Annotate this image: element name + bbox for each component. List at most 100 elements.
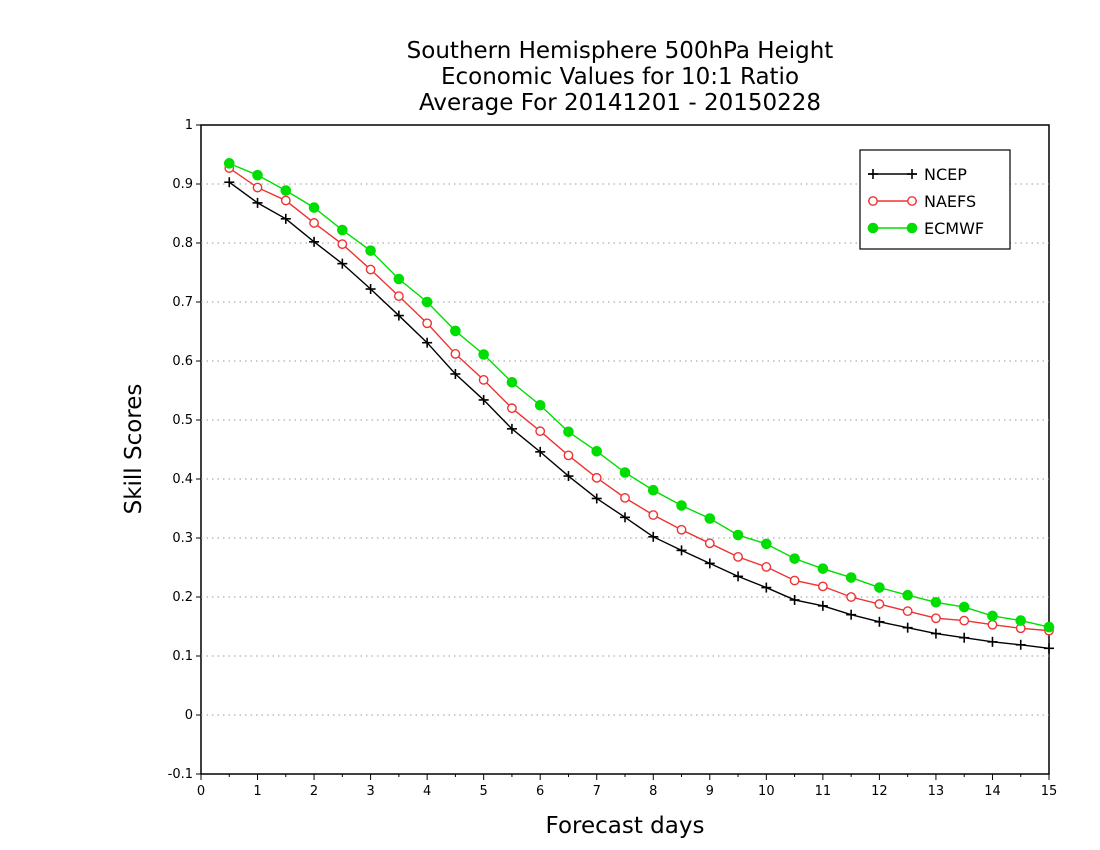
data-point-ncep [450,368,461,379]
legend-item-ncep: NCEP [868,165,967,184]
data-point-ecmwf [478,349,489,360]
data-point-ecmwf [874,582,885,593]
x-tick-label: 1 [253,784,261,799]
x-tick-label: 12 [871,784,888,799]
y-tick-label: 0.7 [172,295,193,310]
chart-title-line-1: Southern Hemisphere 500hPa Height [406,38,834,64]
x-tick-label: 3 [366,784,374,799]
data-point-ecmwf [393,273,405,285]
data-point-ecmwf [223,158,235,169]
legend-marker-naefs [907,196,917,206]
data-point-naefs [676,524,687,535]
y-tick-label: 0.1 [172,649,193,664]
series-layer [223,158,1055,654]
series-ncep [224,177,1054,654]
data-point-naefs [648,510,659,520]
y-tick-label: -0.1 [168,767,193,782]
legend-item-ecmwf: ECMWF [867,219,984,238]
data-point-ecmwf [647,484,659,496]
data-point-ncep [337,258,348,269]
data-point-ecmwf [930,597,942,608]
data-point-ecmwf [365,245,376,256]
y-tick-label: 0 [185,708,193,723]
legend-marker-ecmwf [867,222,879,234]
y-tick-label: 0.8 [172,236,193,251]
data-point-ncep [478,394,489,405]
legend-label-ncep: NCEP [924,165,967,184]
x-tick-label: 11 [815,784,832,799]
data-point-ncep [789,594,800,605]
data-point-ncep [252,197,263,208]
data-point-ncep [817,600,828,611]
data-point-ncep [591,493,602,504]
data-point-naefs [280,195,291,206]
data-point-naefs [422,318,433,329]
data-point-ncep [676,545,687,556]
x-tick-label: 7 [593,784,601,799]
data-point-ncep [365,284,376,295]
legend-label-ecmwf: ECMWF [924,219,984,238]
data-point-ecmwf [450,325,461,337]
data-point-ncep [761,582,772,593]
data-point-ncep [704,558,715,569]
series-ecmwf [223,158,1055,633]
data-point-ecmwf [1015,615,1027,626]
y-tick-label: 0.2 [172,590,193,605]
data-point-ecmwf [619,467,631,478]
data-point-ecmwf [534,399,546,411]
x-tick-label: 8 [649,784,657,799]
data-point-ncep [393,310,404,321]
y-tick-label: 0.9 [172,177,193,192]
data-point-naefs [450,349,461,359]
data-point-ecmwf [308,202,320,213]
data-point-ncep [506,423,517,434]
y-tick-label: 1 [185,118,193,133]
data-point-naefs [337,239,348,250]
data-point-ncep [620,512,630,523]
data-point-naefs [817,581,828,592]
data-point-naefs [309,218,319,228]
data-point-naefs [959,615,970,626]
legend-marker-ncep [907,169,917,179]
series-line-ncep [228,181,1050,650]
data-point-naefs [563,450,574,461]
y-tick-label: 0.4 [172,472,193,487]
data-point-ecmwf [280,185,292,196]
x-tick-label: 2 [310,784,318,799]
x-tick-label: 4 [423,784,431,799]
data-point-ecmwf [676,500,687,511]
data-point-ncep [1044,643,1054,654]
data-point-ncep [930,628,941,639]
data-point-naefs [393,291,404,301]
data-point-ncep [846,609,857,620]
data-point-ecmwf [252,169,263,181]
data-point-naefs [902,606,913,617]
x-tick-label: 0 [197,784,205,799]
x-tick-label: 14 [984,784,1001,799]
data-point-ncep [224,177,235,188]
data-point-naefs [761,562,772,572]
legend-marker-ecmwf [906,222,918,234]
data-point-ncep [648,531,659,542]
x-axis: 0 1 2 3 4 5 6 7 8 9 10 11 12 13 14 15 [197,774,1057,799]
data-point-naefs [252,182,263,193]
x-tick-label: 9 [706,784,714,799]
data-point-naefs [704,538,715,549]
data-point-ecmwf [902,589,913,601]
data-point-ecmwf [591,445,603,457]
legend-box [859,149,1011,250]
y-tick-label: 0.3 [172,531,193,546]
y-tick-label: 0.5 [172,413,193,428]
data-point-ecmwf [704,513,716,524]
data-point-ecmwf [421,296,433,308]
data-point-ncep [959,632,970,643]
data-point-ncep [733,571,744,582]
x-tick-label: 5 [480,784,488,799]
data-point-naefs [478,374,489,385]
data-point-ecmwf [506,376,518,388]
x-tick-label: 10 [758,784,775,799]
data-point-ecmwf [732,529,744,541]
data-point-ncep [309,236,320,247]
